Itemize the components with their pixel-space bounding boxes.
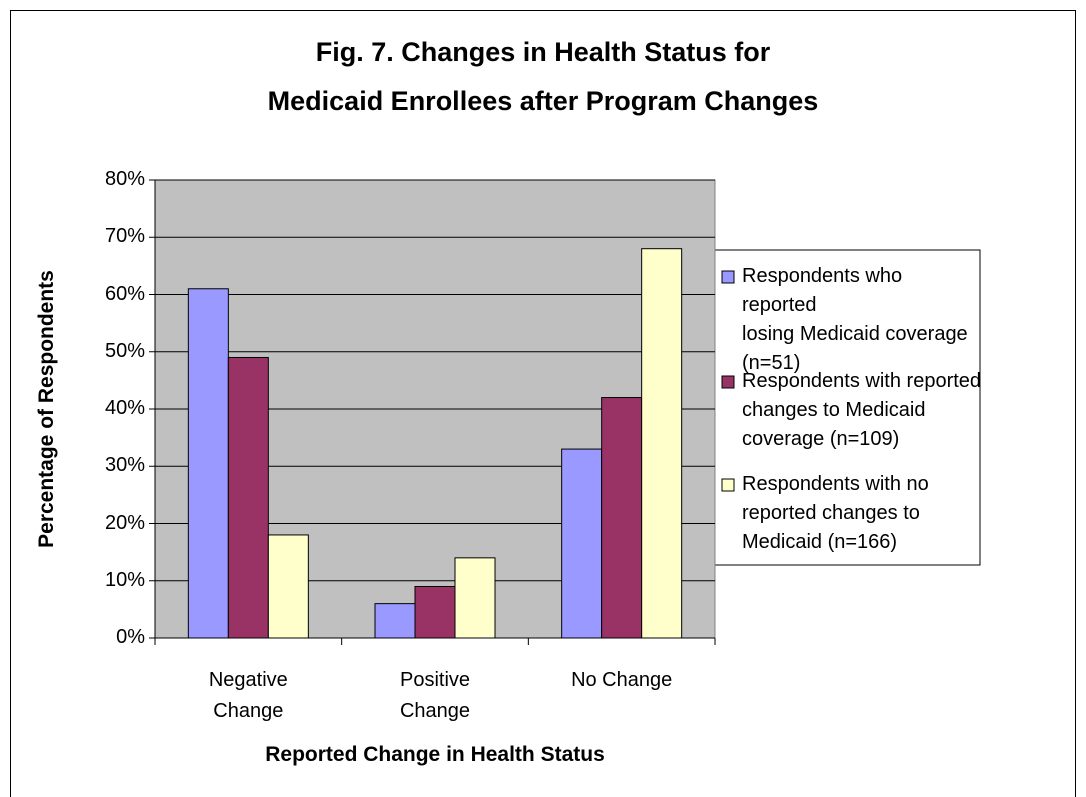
y-tick-label: 20% xyxy=(104,511,145,534)
y-tick-label: 70% xyxy=(104,225,145,248)
bar xyxy=(454,557,496,639)
legend-label: Respondents with reported changes to Med… xyxy=(742,370,982,450)
y-tick-label: 0% xyxy=(116,626,145,648)
bar xyxy=(601,397,643,639)
bar xyxy=(374,603,416,639)
y-tick-label: 30% xyxy=(104,454,145,477)
y-tick-label: 80% xyxy=(104,168,145,190)
legend-swatch xyxy=(721,478,735,492)
chart-title: Fig. 7. Changes in Health Status for Med… xyxy=(267,37,819,116)
legend-box xyxy=(714,249,981,566)
bar xyxy=(227,356,269,639)
bar xyxy=(641,248,683,639)
legend-swatch xyxy=(721,375,735,389)
y-tick-label: 40% xyxy=(104,397,145,419)
chart-frame xyxy=(10,10,1076,797)
x-tick-label: No Change xyxy=(571,669,673,691)
bar xyxy=(561,448,603,639)
y-tick-label: 60% xyxy=(104,282,145,305)
x-tick-label: Positive Change xyxy=(399,669,471,722)
legend-label: Respondents who reported losing Medicaid… xyxy=(742,265,968,374)
bar xyxy=(414,585,456,639)
y-axis-title: Percentage of Respondents xyxy=(35,270,58,548)
y-tick-label: 50% xyxy=(104,339,145,362)
y-tick-label: 10% xyxy=(104,568,145,591)
x-axis-title: Reported Change in Health Status xyxy=(265,743,605,766)
legend-swatch xyxy=(721,270,735,284)
legend-label: Respondents with no reported changes to … xyxy=(742,473,929,553)
x-tick-label: Negative Change xyxy=(208,669,288,722)
bar xyxy=(187,288,229,639)
bar xyxy=(267,534,309,639)
